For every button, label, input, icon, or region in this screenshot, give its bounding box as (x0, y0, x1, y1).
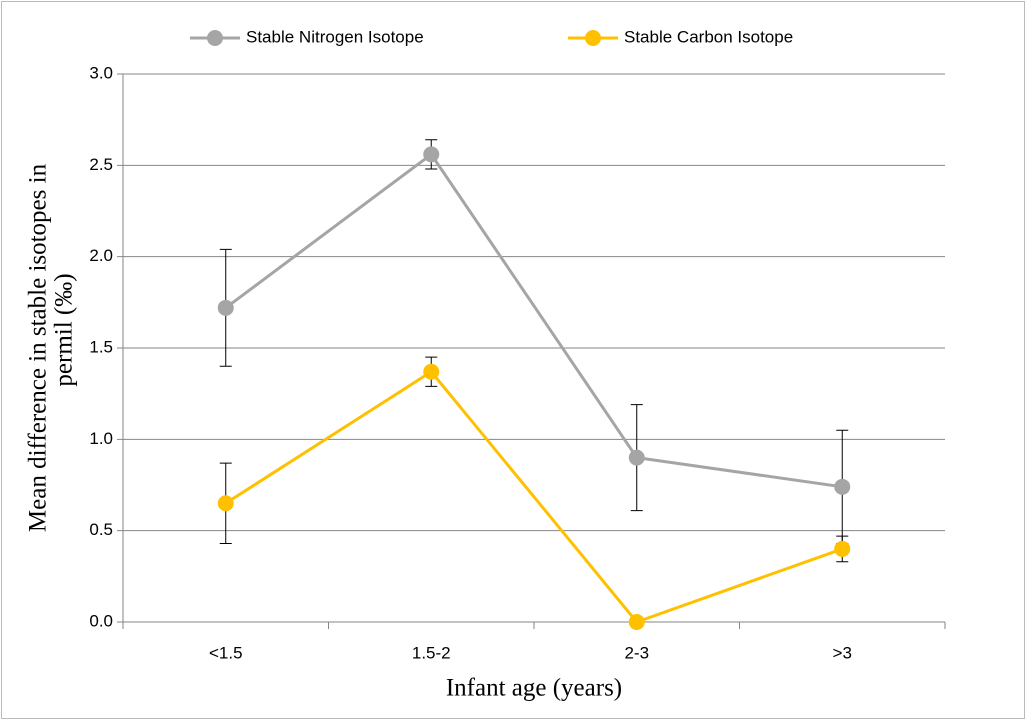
x-tick-label: >3 (833, 643, 852, 662)
y-tick-label: 3.0 (89, 63, 113, 82)
point (217, 495, 234, 512)
point (834, 540, 851, 557)
point (834, 478, 851, 495)
point (628, 614, 645, 630)
y-tick-label: 1.5 (89, 337, 113, 356)
x-tick-label: 1.5-2 (412, 643, 451, 662)
y-axis-label: Mean difference in stable isotopes in (25, 163, 52, 532)
legend-swatch-marker (585, 30, 601, 46)
legend-label: Stable Carbon Isotope (624, 27, 793, 46)
point (628, 449, 645, 466)
y-axis-label: permil (‰) (51, 273, 78, 386)
y-tick-label: 2.0 (89, 246, 113, 265)
x-tick-label: 2-3 (624, 643, 649, 662)
point (217, 299, 234, 316)
legend-label: Stable Nitrogen Isotope (246, 27, 424, 46)
y-tick-label: 2.5 (89, 155, 113, 174)
x-tick-label: <1.5 (209, 643, 243, 662)
point (423, 363, 440, 380)
x-axis-label: Infant age (years) (446, 675, 622, 702)
legend-swatch-marker (207, 30, 223, 46)
y-tick-label: 0.5 (89, 520, 113, 539)
series-line (224, 152, 843, 489)
y-tick-label: 1.0 (89, 429, 113, 448)
point (423, 146, 440, 163)
y-tick-label: 0.0 (89, 611, 113, 630)
series-line (224, 369, 843, 624)
